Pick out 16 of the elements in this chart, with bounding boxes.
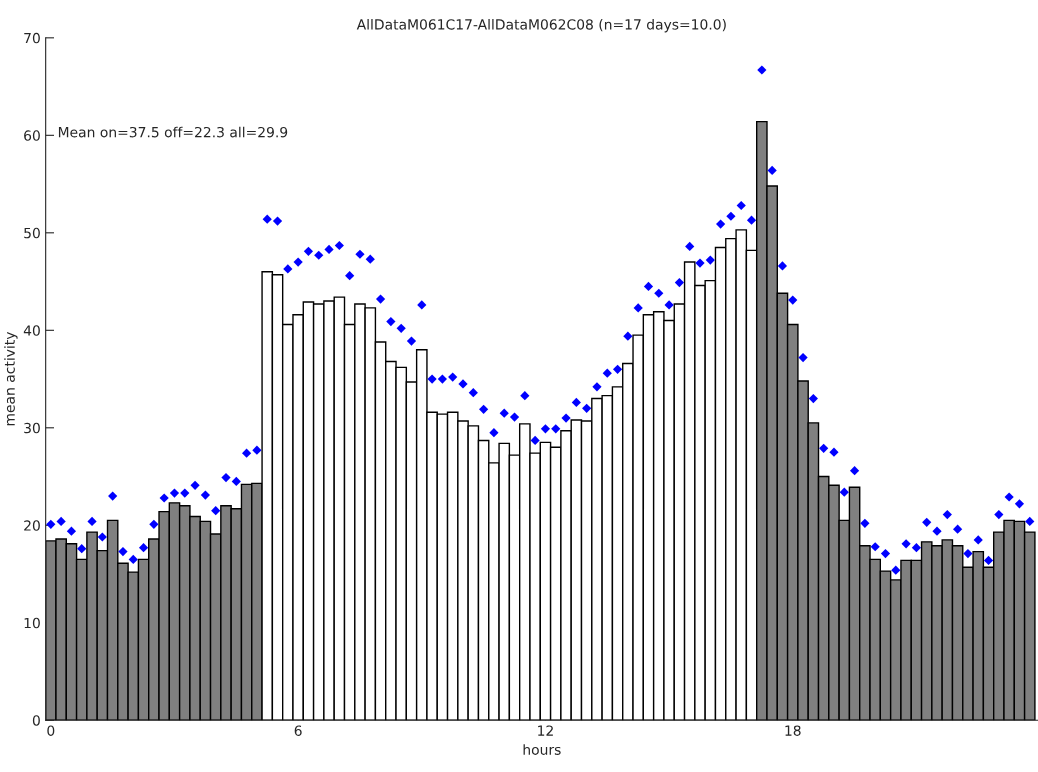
y-tick-label: 20 — [24, 520, 40, 531]
y-tick-label: 60 — [24, 130, 40, 141]
x-tick-label: 18 — [785, 725, 801, 736]
y-tick-label: 70 — [24, 32, 40, 44]
x-tick-label: 6 — [294, 725, 302, 736]
annotation: Mean on=37.5 off=22.3 all=29.9 — [58, 126, 288, 138]
y-tick-label: 30 — [24, 422, 40, 434]
chart-title: AllDataM061C17-AllDataM062C08 (n=17 days=10.0) — [356, 18, 726, 33]
x-tick-label: 0 — [47, 725, 55, 736]
y-tick-label: 10 — [24, 617, 40, 629]
y-tick-label: 40 — [23, 325, 40, 336]
x-tick-label: 12 — [538, 725, 553, 736]
y-tick-label: 50 — [24, 227, 40, 239]
x-axis-title: hours — [523, 744, 561, 755]
y-axis-title: mean activity — [4, 331, 18, 426]
y-tick-label: 0 — [32, 715, 40, 726]
